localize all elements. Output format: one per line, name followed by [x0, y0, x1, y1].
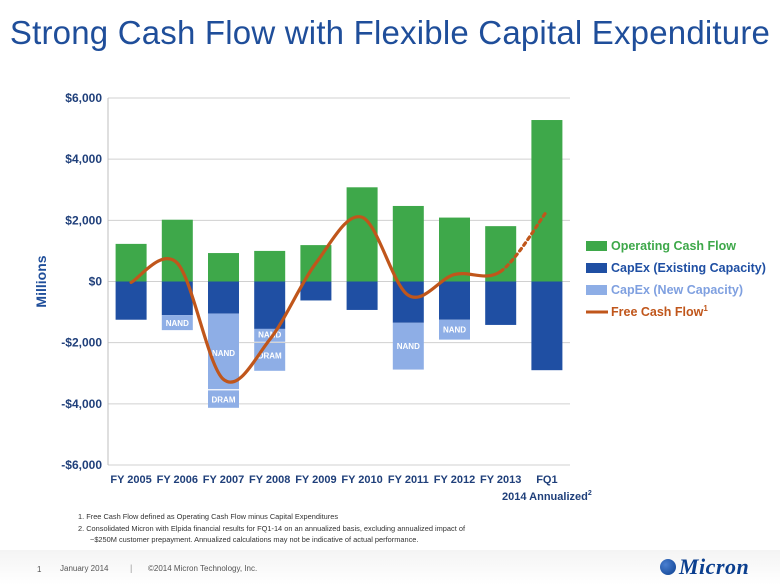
y-tick-label: $0	[89, 275, 103, 289]
x-tick-label: FY 2010	[341, 474, 382, 486]
x-tick-label: FY 2006	[157, 474, 198, 486]
segment-label: NAND	[443, 326, 466, 335]
page-number: 1	[37, 565, 42, 574]
bar-operating-cash-flow	[439, 217, 470, 282]
slide-title: Strong Cash Flow with Flexible Capital E…	[9, 14, 771, 51]
legend-swatch	[586, 241, 607, 251]
x-tick-label: FY 2013	[480, 474, 521, 486]
bar-operating-cash-flow	[161, 219, 193, 282]
bar-capex-existing	[115, 281, 147, 320]
segment-label: NAND	[397, 342, 420, 351]
legend-label: CapEx (New Capacity)	[611, 283, 743, 297]
bar-capex-new	[208, 390, 239, 408]
segment-label: DRAM	[258, 352, 282, 361]
legend-swatch	[586, 285, 607, 295]
y-tick-label: $2,000	[65, 213, 102, 227]
bar-capex-new	[161, 315, 193, 331]
bar-capex-existing	[208, 281, 239, 314]
bar-operating-cash-flow	[254, 250, 286, 282]
bar-capex-existing	[392, 281, 424, 323]
y-tick-label: $6,000	[65, 91, 102, 105]
legend-label: Operating Cash Flow	[611, 239, 736, 253]
x-tick-label: FY 2005	[110, 474, 151, 486]
y-tick-label: -$6,000	[61, 458, 102, 472]
free-cash-flow-projection-line	[499, 209, 549, 274]
free-cash-flow-line	[129, 215, 503, 384]
segment-label: NAND	[258, 331, 281, 340]
logo-mark-icon	[660, 559, 676, 575]
y-axis-title: Millions	[33, 255, 49, 307]
segment-label: NAND	[166, 319, 189, 328]
footnote-2: 2. Consolidated Micron with Elpida finan…	[78, 523, 465, 533]
bar-capex-new	[254, 328, 286, 342]
bar-capex-existing	[300, 281, 332, 301]
footer-copyright: ©2014 Micron Technology, Inc.	[148, 564, 258, 573]
bar-capex-existing	[439, 281, 470, 320]
bar-capex-new	[254, 342, 286, 371]
bar-operating-cash-flow	[392, 205, 424, 282]
footnotes: 1. Free Cash Flow defined as Operating C…	[78, 511, 598, 546]
x-tick-label: FY 2009	[295, 474, 336, 486]
x-tick-label: FQ1	[536, 474, 557, 486]
x-tick-label: FY 2011	[388, 474, 429, 486]
legend-swatch	[586, 263, 607, 273]
bar-capex-existing	[254, 281, 286, 329]
bar-operating-cash-flow	[531, 120, 563, 282]
y-tick-label: $4,000	[65, 152, 102, 166]
footnote-1: 1. Free Cash Flow defined as Operating C…	[78, 512, 339, 521]
bar-capex-existing	[485, 281, 517, 325]
bar-capex-new	[439, 319, 470, 340]
x-tick-label: FY 2007	[203, 474, 244, 486]
bar-capex-existing	[531, 281, 563, 371]
footer-date: January 2014	[60, 564, 109, 573]
cash-flow-chart: $6,000 $4,000 $2,000 $0 -$2,000 -$4,000 -$6,00…	[33, 91, 766, 503]
x-tick-label: FY 2012	[434, 474, 475, 486]
bar-capex-new	[208, 313, 239, 390]
legend-label: CapEx (Existing Capacity)	[611, 261, 766, 275]
bar-capex-existing	[346, 281, 378, 310]
bar-capex-new	[392, 322, 424, 370]
footnote-2-continued: ~$250M customer prepayment. Annualized c…	[90, 535, 419, 544]
x-tick-label-second-line: 2014 Annualized2	[502, 490, 592, 503]
footer-bar	[0, 550, 780, 585]
segment-label: DRAM	[212, 396, 236, 405]
y-tick-label: -$4,000	[61, 397, 102, 411]
x-tick-label: FY 2008	[249, 474, 290, 486]
bar-operating-cash-flow	[208, 253, 239, 282]
bar-operating-cash-flow	[115, 243, 147, 282]
footer-separator: |	[130, 563, 133, 573]
bar-operating-cash-flow	[346, 187, 378, 282]
logo-text: Micron	[679, 554, 750, 579]
y-tick-label: -$2,000	[61, 336, 102, 350]
legend-label: Free Cash Flow1	[611, 304, 708, 319]
segment-label: NAND	[212, 349, 235, 358]
micron-logo: Micron	[660, 554, 749, 580]
